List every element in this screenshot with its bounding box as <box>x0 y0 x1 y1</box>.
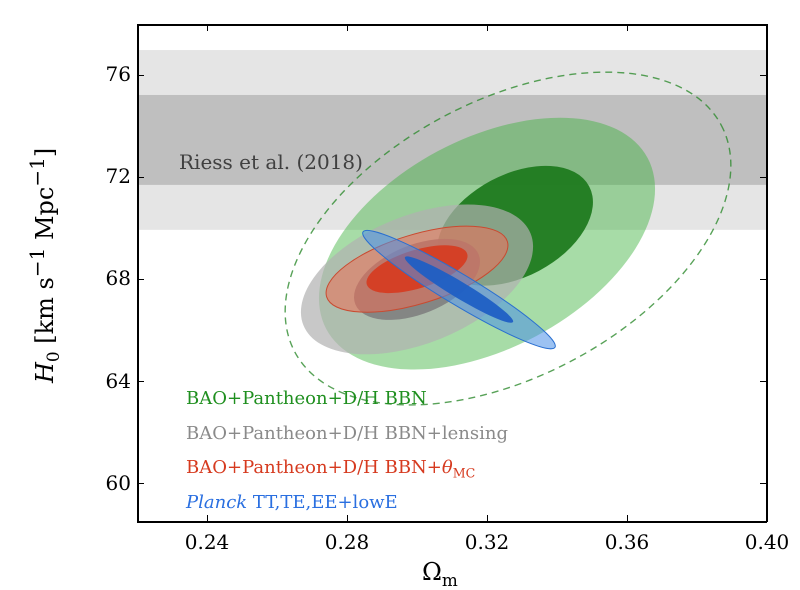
ytick-right <box>760 75 767 76</box>
ytick-label: 64 <box>93 369 131 393</box>
y-axis-label: H0 [km s−1 Mpc−1] <box>25 148 63 383</box>
ax-bottom <box>137 521 767 523</box>
plot-svg <box>137 24 767 522</box>
legend-item-2: BAO+Pantheon+D/H BBN+θMC <box>186 457 475 481</box>
xtick-label: 0.36 <box>602 530 652 554</box>
ytick-right <box>760 381 767 382</box>
xtick <box>767 515 768 522</box>
legend-item-1: BAO+Pantheon+D/H BBN+lensing <box>186 423 508 444</box>
xtick-top <box>207 24 208 31</box>
xtick-label: 0.40 <box>742 530 792 554</box>
xtick-top <box>627 24 628 31</box>
ytick <box>137 279 144 280</box>
xtick-top <box>767 24 768 31</box>
ytick <box>137 381 144 382</box>
legend-item-0: BAO+Pantheon+D/H BBN <box>186 388 427 409</box>
xtick-label: 0.28 <box>322 530 372 554</box>
xtick-label: 0.32 <box>462 530 512 554</box>
ax-top <box>137 24 767 26</box>
xtick <box>347 515 348 522</box>
x-axis-label: Ωm <box>422 558 458 590</box>
xtick-top <box>347 24 348 31</box>
legend-item-3: Planck TT,TE,EE+lowE <box>186 492 398 513</box>
ytick <box>137 75 144 76</box>
ytick-label: 60 <box>93 471 131 495</box>
ytick-label: 76 <box>93 62 131 86</box>
riess-label: Riess et al. (2018) <box>179 150 363 174</box>
ytick <box>137 177 144 178</box>
ytick-right <box>760 483 767 484</box>
xtick-top <box>487 24 488 31</box>
ytick-label: 68 <box>93 266 131 290</box>
ytick-right <box>760 177 767 178</box>
xtick-label: 0.24 <box>182 530 232 554</box>
plot-area <box>137 24 767 522</box>
xtick <box>627 515 628 522</box>
ytick-right <box>760 279 767 280</box>
ytick-label: 72 <box>93 164 131 188</box>
ytick <box>137 483 144 484</box>
xtick <box>207 515 208 522</box>
figure: 0.24 0.28 0.32 0.36 0.40 60 64 68 72 76 Ωm H0 [km s… <box>0 0 800 588</box>
ax-right <box>766 24 768 522</box>
xtick <box>487 515 488 522</box>
ax-left <box>137 24 139 522</box>
